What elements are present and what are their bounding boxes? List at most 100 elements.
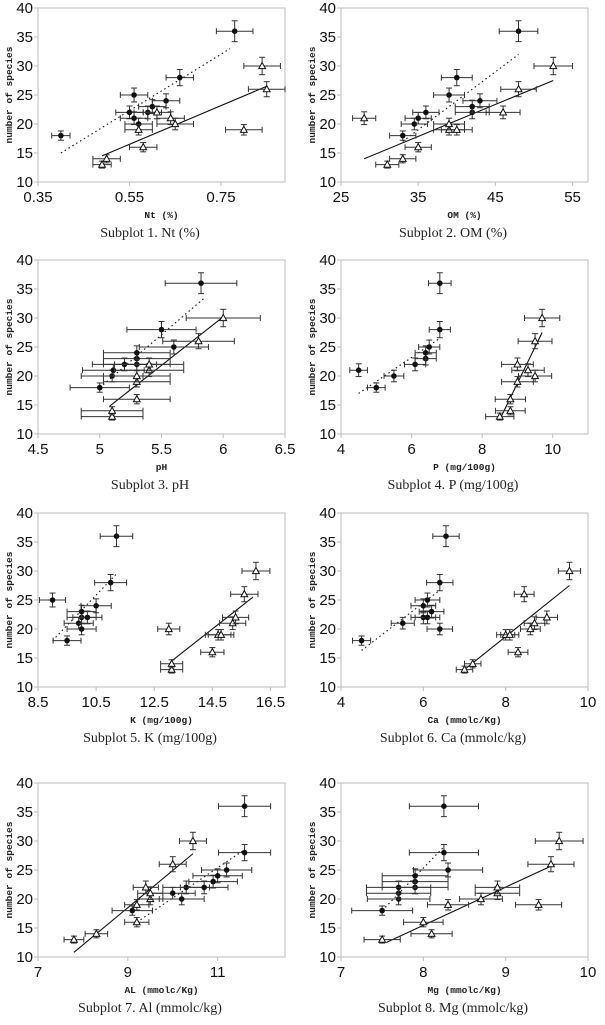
open-data-point — [200, 647, 225, 658]
open-triangle-marker — [542, 612, 552, 621]
y-tick-label: 15 — [16, 920, 33, 937]
subplot-caption: Subplot 5. K (mg/100g) — [83, 731, 217, 746]
filled-data-point — [440, 68, 473, 87]
open-data-point — [495, 406, 526, 416]
open-data-point — [243, 56, 281, 76]
open-data-point — [84, 929, 109, 939]
filled-data-point — [414, 345, 437, 361]
y-tick-label: 25 — [16, 87, 33, 104]
y-tick-label: 20 — [16, 891, 33, 908]
filled-circle-marker — [391, 373, 397, 379]
subplot-3: 10 15 20 25 30 35 40 4.5 5 5.5 6 6.5 number of speci… — [0, 252, 302, 502]
filled-data-point — [126, 320, 197, 339]
filled-data-point — [412, 105, 440, 120]
filled-trend-line — [60, 48, 231, 154]
open-triangle-marker — [107, 406, 117, 414]
y-tick-label: 15 — [16, 145, 33, 162]
open-triangle-marker — [506, 406, 515, 414]
y-tick-label: 35 — [16, 281, 33, 298]
y-tick-label: 20 — [319, 116, 336, 133]
open-triangle-marker — [505, 630, 515, 638]
filled-circle-marker — [443, 533, 449, 539]
open-data-point — [160, 659, 184, 669]
filled-data-point — [99, 525, 134, 548]
x-tick-label: 9 — [124, 964, 132, 981]
filled-circle-marker — [428, 608, 435, 615]
open-data-point — [494, 394, 527, 405]
filled-data-point — [428, 320, 451, 339]
open-triangle-marker — [102, 154, 111, 162]
open-data-point — [500, 629, 520, 641]
open-data-point — [185, 308, 261, 328]
y-tick-label: 15 — [16, 650, 33, 667]
open-triangle-marker — [493, 882, 502, 891]
open-data-point — [464, 659, 482, 669]
filled-data-point — [426, 573, 454, 592]
open-triangle-marker — [506, 394, 515, 403]
plot-frame — [340, 259, 589, 435]
open-triangle-marker — [534, 900, 543, 908]
open-triangle-marker — [132, 371, 142, 380]
x-tick-label: 0.55 — [115, 189, 144, 206]
subplot-caption: Subplot 4. P (mg/100g) — [387, 478, 519, 493]
filled-data-point — [432, 525, 460, 548]
filled-data-point — [192, 868, 243, 884]
open-triangle-marker — [530, 336, 540, 345]
open-triangle-marker — [138, 142, 148, 151]
filled-circle-marker — [171, 344, 177, 350]
filled-circle-marker — [437, 626, 443, 632]
plot-frame — [37, 7, 286, 183]
filled-circle-marker — [411, 121, 418, 127]
open-trend-line — [363, 79, 554, 160]
filled-circle-marker — [453, 74, 460, 81]
filled-data-point — [119, 87, 149, 103]
subplot-3-svg: 10 15 20 25 30 35 40 4.5 5 5.5 6 6.5 number of speci… — [4, 252, 295, 473]
filled-data-point — [462, 93, 498, 109]
filled-circle-marker — [214, 873, 221, 879]
filled-circle-marker — [469, 103, 476, 110]
open-data-point — [474, 880, 521, 895]
filled-circle-marker — [210, 878, 216, 885]
filled-data-point — [351, 905, 414, 916]
open-triangle-marker — [216, 630, 226, 638]
filled-circle-marker — [241, 803, 248, 809]
filled-data-point — [80, 598, 112, 614]
y-tick-label: 25 — [319, 339, 336, 356]
open-triangle-marker — [134, 125, 143, 133]
y-tick-label: 25 — [16, 592, 33, 609]
filled-data-point — [124, 117, 153, 131]
x-axis-label: K (mg/100g) — [130, 715, 193, 726]
y-axis-label: number of species — [4, 821, 15, 918]
open-trend-line — [171, 596, 254, 662]
filled-circle-marker — [437, 326, 443, 333]
open-triangle-marker — [188, 836, 198, 845]
open-trend-line — [386, 863, 556, 943]
open-data-point — [363, 934, 401, 944]
filled-circle-marker — [379, 907, 385, 914]
y-tick-label: 35 — [319, 29, 336, 46]
filled-circle-marker — [129, 907, 136, 914]
x-tick-label: 9 — [501, 964, 509, 981]
y-tick-label: 10 — [16, 174, 33, 191]
y-tick-label: 10 — [319, 949, 336, 966]
y-tick-label: 10 — [16, 949, 33, 966]
x-tick-label: 8.5 — [28, 694, 49, 711]
open-triangle-marker — [132, 900, 142, 908]
filled-circle-marker — [93, 603, 99, 609]
open-data-point — [527, 856, 575, 873]
filled-circle-marker — [441, 849, 447, 856]
open-data-point — [156, 117, 195, 131]
open-data-point — [507, 647, 529, 658]
open-triangle-marker — [519, 589, 529, 598]
filled-data-point — [412, 862, 484, 878]
filled-circle-marker — [178, 896, 185, 902]
filled-circle-marker — [113, 533, 120, 539]
x-tick-label: 10 — [580, 964, 597, 981]
open-data-point — [557, 561, 582, 581]
open-triangle-marker — [523, 365, 533, 374]
x-tick-label: 25 — [333, 189, 350, 206]
x-tick-label: 4 — [337, 441, 345, 458]
filled-circle-marker — [373, 384, 380, 391]
open-triangle-marker — [443, 900, 453, 908]
y-tick-label: 30 — [319, 833, 336, 850]
